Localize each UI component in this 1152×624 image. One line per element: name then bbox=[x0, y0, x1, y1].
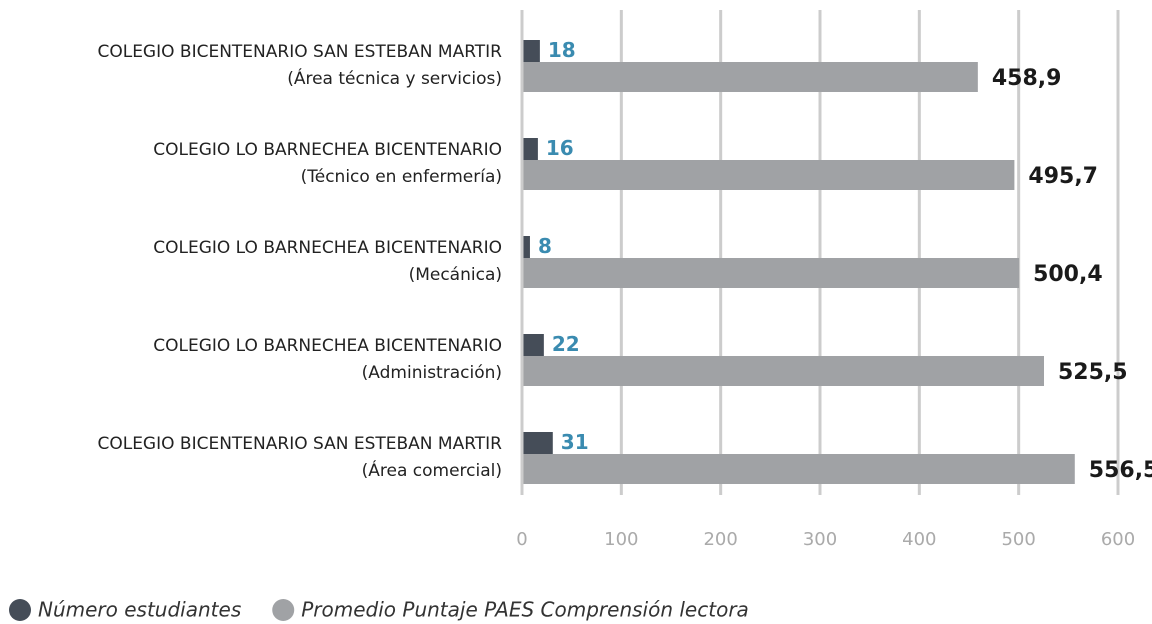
category-label: COLEGIO LO BARNECHEA BICENTENARIO bbox=[153, 140, 502, 160]
x-tick-label: 400 bbox=[902, 529, 936, 550]
value-label: 556,5 bbox=[1089, 458, 1152, 483]
bar bbox=[522, 236, 530, 259]
x-tick-label: 600 bbox=[1101, 529, 1135, 550]
value-label: 8 bbox=[538, 234, 552, 258]
bar bbox=[522, 160, 1015, 190]
value-label: 495,7 bbox=[1028, 164, 1098, 189]
bar bbox=[522, 138, 538, 161]
value-label: 22 bbox=[552, 332, 580, 356]
bar bbox=[522, 356, 1044, 386]
category-label: COLEGIO LO BARNECHEA BICENTENARIO bbox=[153, 336, 502, 356]
category-label: (Área técnica y servicios) bbox=[287, 67, 502, 89]
category-label: (Administración) bbox=[362, 363, 502, 383]
bar bbox=[522, 62, 978, 92]
bar bbox=[522, 454, 1075, 484]
value-label: 16 bbox=[546, 136, 574, 160]
category-label: (Mecánica) bbox=[409, 265, 502, 285]
x-tick-label: 500 bbox=[1001, 529, 1035, 550]
x-tick-label: 100 bbox=[604, 529, 638, 550]
bar bbox=[522, 40, 540, 63]
value-label: 458,9 bbox=[992, 66, 1062, 91]
category-label: COLEGIO BICENTENARIO SAN ESTEBAN MARTIR bbox=[97, 42, 502, 62]
x-tick-label: 200 bbox=[703, 529, 737, 550]
bar bbox=[522, 432, 553, 455]
bar bbox=[522, 334, 544, 357]
category-label: COLEGIO BICENTENARIO SAN ESTEBAN MARTIR bbox=[97, 434, 502, 454]
value-label: 500,4 bbox=[1033, 262, 1103, 287]
value-label: 525,5 bbox=[1058, 360, 1128, 385]
legend-swatch bbox=[272, 599, 295, 621]
category-label: (Técnico en enfermería) bbox=[301, 167, 502, 187]
category-label: COLEGIO LO BARNECHEA BICENTENARIO bbox=[153, 238, 502, 258]
bar bbox=[522, 258, 1020, 288]
legend-label: Número estudiantes bbox=[38, 598, 241, 622]
x-tick-label: 0 bbox=[516, 529, 527, 550]
legend-swatch bbox=[9, 599, 31, 621]
legend-label: Promedio Puntaje PAES Comprensión lector… bbox=[301, 598, 749, 622]
x-tick-label: 300 bbox=[803, 529, 837, 550]
value-label: 18 bbox=[548, 38, 576, 62]
category-label: (Área comercial) bbox=[362, 459, 502, 481]
value-label: 31 bbox=[561, 430, 589, 454]
